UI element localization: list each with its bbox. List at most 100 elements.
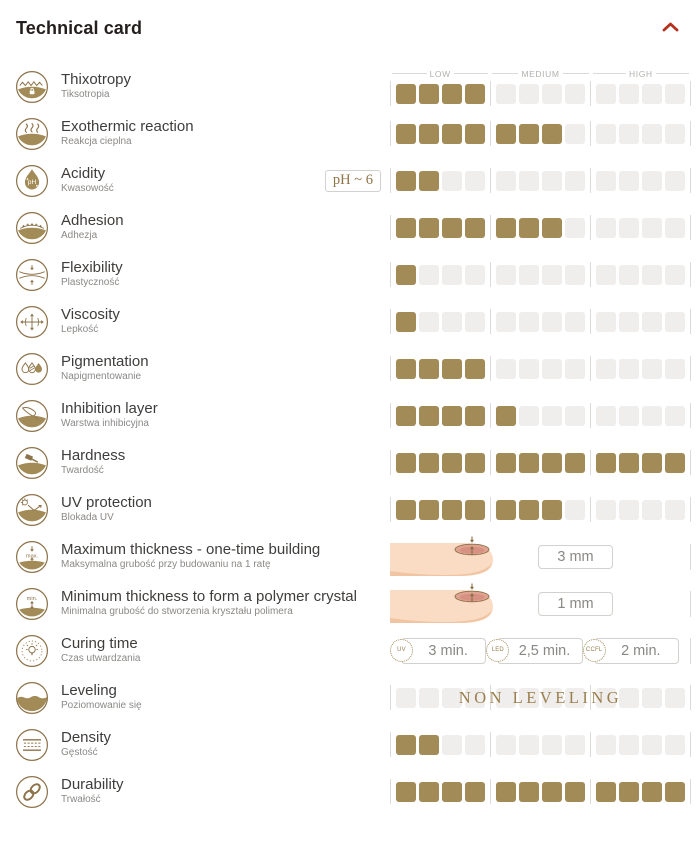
rating-square-filled bbox=[496, 452, 516, 473]
rating-square-filled bbox=[396, 405, 416, 426]
rating-square-empty bbox=[665, 311, 685, 332]
rating-square-empty bbox=[596, 170, 616, 191]
rating-square-empty bbox=[642, 264, 662, 285]
scale-header: LOW MEDIUM HIGH bbox=[390, 67, 691, 80]
rating-square-empty bbox=[642, 311, 662, 332]
rating-square-empty bbox=[542, 405, 562, 426]
rating-square-empty bbox=[596, 358, 616, 379]
rating-group bbox=[490, 215, 590, 240]
rating-group bbox=[390, 81, 490, 106]
rating-square-empty bbox=[596, 217, 616, 238]
rating-square-empty bbox=[665, 358, 685, 379]
row-right: UV 3 min. LED 2,5 min. CCFL 2 min. bbox=[390, 637, 691, 664]
curing-time-value: 3 min. bbox=[428, 642, 468, 659]
rating-group bbox=[590, 215, 691, 240]
hardness-icon bbox=[15, 446, 51, 480]
rating-square-empty bbox=[665, 405, 685, 426]
rating-square-empty bbox=[565, 217, 585, 238]
row-label: Thixotropy bbox=[61, 71, 132, 88]
rating-square-empty bbox=[665, 499, 685, 520]
rating-square-filled bbox=[542, 217, 562, 238]
rating-group bbox=[490, 497, 590, 522]
rating-square-empty bbox=[519, 358, 539, 379]
row-sublabel: Adhezja bbox=[61, 229, 98, 241]
row-sublabel: Tiksotropia bbox=[61, 88, 110, 100]
rating-square-filled bbox=[396, 781, 416, 802]
row-density: Density Gęstość bbox=[0, 721, 699, 768]
rating-square-empty bbox=[465, 687, 485, 708]
rating-square-filled bbox=[519, 123, 539, 144]
rating-square-empty bbox=[519, 405, 539, 426]
curing-time-value: 2 min. bbox=[621, 642, 661, 659]
rating-group bbox=[490, 779, 590, 804]
led-lamp-icon: LED bbox=[486, 638, 510, 662]
rating-square-filled bbox=[565, 452, 585, 473]
rating-square-empty bbox=[465, 170, 485, 191]
rating-square-empty bbox=[396, 687, 416, 708]
rating-square-filled bbox=[642, 781, 662, 802]
row-left: Thixotropy Tiksotropia bbox=[15, 70, 390, 104]
rating-square-filled bbox=[465, 452, 485, 473]
row-labels: Thixotropy Tiksotropia bbox=[61, 71, 132, 101]
rating-square-filled bbox=[619, 452, 639, 473]
rating-square-empty bbox=[565, 405, 585, 426]
row-labels: Flexibility Plastyczność bbox=[61, 259, 123, 289]
rating-square-empty bbox=[465, 734, 485, 755]
adhesion-icon bbox=[15, 211, 51, 245]
rating-square-filled bbox=[542, 499, 562, 520]
rating-square-empty bbox=[565, 311, 585, 332]
row-maximum-thickness: max. Maximum thickness - one-time buildin… bbox=[0, 533, 699, 580]
scale-label-medium: MEDIUM bbox=[490, 67, 590, 80]
row-label: Acidity bbox=[61, 165, 106, 182]
rating-square-filled bbox=[442, 217, 462, 238]
rating-group bbox=[590, 81, 691, 106]
curing-time-icon bbox=[15, 634, 51, 668]
rating-group bbox=[390, 450, 490, 475]
row-label: Durability bbox=[61, 776, 124, 793]
rating-bar bbox=[390, 403, 691, 428]
rating-group bbox=[590, 356, 691, 381]
curing-time-uv-box: UV 3 min. bbox=[390, 637, 487, 664]
rating-square-filled bbox=[519, 452, 539, 473]
row-labels: Density Gęstość bbox=[61, 729, 111, 759]
rating-group bbox=[390, 732, 490, 757]
scale-label-high: HIGH bbox=[591, 67, 691, 80]
row-sublabel: Warstwa inhibicyjna bbox=[61, 417, 149, 429]
row-left: Pigmentation Napigmentowanie bbox=[15, 352, 390, 386]
row-labels: Leveling Poziomowanie się bbox=[61, 682, 142, 712]
rating-square-empty bbox=[642, 170, 662, 191]
rating-square-empty bbox=[496, 170, 516, 191]
row-viscosity: Viscosity Lepkość bbox=[0, 298, 699, 345]
chevron-up-icon bbox=[662, 22, 679, 32]
durability-icon bbox=[15, 775, 51, 809]
rating-group bbox=[490, 732, 590, 757]
curing-time-led-box: LED 2,5 min. bbox=[486, 637, 583, 664]
row-right bbox=[390, 309, 691, 334]
inhibition-layer-icon bbox=[15, 399, 51, 433]
row-right: NON LEVELING bbox=[390, 685, 691, 710]
rating-bar bbox=[390, 309, 691, 334]
rating-square-empty bbox=[465, 311, 485, 332]
row-sublabel: Czas utwardzania bbox=[61, 652, 141, 664]
maximum-thickness-icon: max. bbox=[15, 540, 51, 574]
row-label: Pigmentation bbox=[61, 353, 149, 370]
rating-square-filled bbox=[642, 452, 662, 473]
rating-square-empty bbox=[519, 734, 539, 755]
rating-square-empty bbox=[596, 264, 616, 285]
curing-time-value: 2,5 min. bbox=[518, 642, 571, 659]
row-left: Viscosity Lepkość bbox=[15, 305, 390, 339]
ph-badge: pH ~ 6 bbox=[324, 169, 381, 192]
rating-bar bbox=[390, 262, 691, 287]
pigmentation-icon bbox=[15, 352, 51, 386]
row-right: 1 mm bbox=[390, 583, 691, 625]
rating-square-filled bbox=[442, 499, 462, 520]
thickness-visual: 1 mm bbox=[390, 583, 691, 625]
row-labels: Exothermic reaction Reakcja cieplna bbox=[61, 118, 194, 148]
rating-group bbox=[590, 262, 691, 287]
rating-square-empty bbox=[496, 83, 516, 104]
row-label: Maximum thickness - one-time building bbox=[61, 541, 321, 558]
rating-square-empty bbox=[642, 499, 662, 520]
rating-square-empty bbox=[619, 311, 639, 332]
collapse-button[interactable] bbox=[660, 18, 681, 36]
rating-square-filled bbox=[496, 123, 516, 144]
